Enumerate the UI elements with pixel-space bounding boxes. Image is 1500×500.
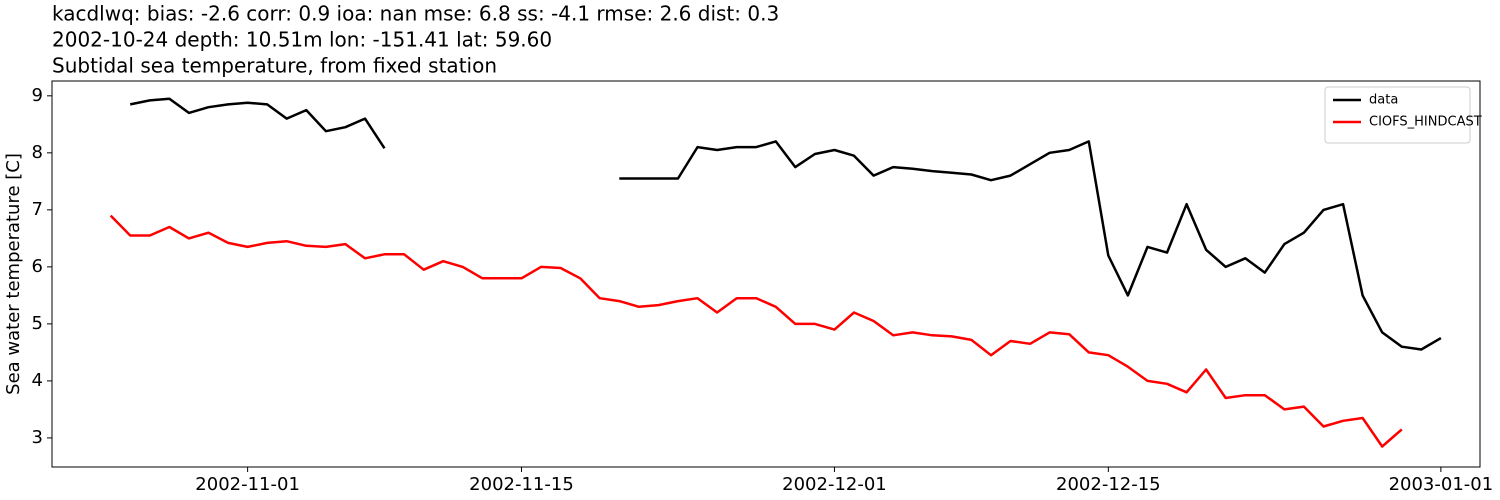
title-line: 2002-10-24 depth: 10.51m lon: -151.41 la…	[52, 28, 552, 52]
y-tick-label: 6	[32, 256, 43, 277]
x-tick-label: 2003-01-01	[1389, 474, 1494, 495]
y-tick-label: 8	[32, 142, 43, 163]
y-axis-label: Sea water temperature [C]	[3, 153, 24, 395]
title-line: kacdlwq: bias: -2.6 corr: 0.9 ioa: nan m…	[52, 2, 779, 26]
x-tick-label: 2002-11-15	[469, 474, 574, 495]
data-line	[109, 214, 1403, 448]
legend-box	[1324, 86, 1471, 144]
title-line: Subtidal sea temperature, from fixed sta…	[52, 54, 497, 78]
y-tick-label: 5	[32, 313, 43, 334]
y-tick-label: 7	[32, 199, 43, 220]
x-tick-label: 2002-11-01	[195, 474, 300, 495]
y-tick-label: 3	[32, 427, 43, 448]
plot-frame	[51, 80, 1481, 468]
legend-label: CIOFS_HINDCAST	[1369, 115, 1482, 130]
x-tick-label: 2002-12-15	[1056, 474, 1161, 495]
y-tick-label: 9	[32, 85, 43, 106]
data-line	[129, 97, 1442, 351]
x-tick-label: 2002-12-01	[782, 474, 887, 495]
y-tick-label: 4	[32, 370, 43, 391]
legend-label: data	[1369, 93, 1398, 108]
